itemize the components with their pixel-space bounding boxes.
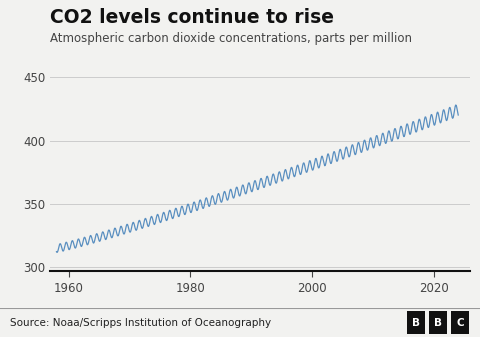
Text: C: C bbox=[456, 318, 464, 328]
FancyBboxPatch shape bbox=[429, 311, 447, 334]
Text: Atmospheric carbon dioxide concentrations, parts per million: Atmospheric carbon dioxide concentration… bbox=[50, 32, 412, 45]
Text: B: B bbox=[412, 318, 420, 328]
Text: Source: Noaa/Scripps Institution of Oceanography: Source: Noaa/Scripps Institution of Ocea… bbox=[10, 318, 271, 328]
Text: CO2 levels continue to rise: CO2 levels continue to rise bbox=[50, 8, 335, 27]
FancyBboxPatch shape bbox=[407, 311, 425, 334]
FancyBboxPatch shape bbox=[451, 311, 469, 334]
Text: B: B bbox=[434, 318, 442, 328]
